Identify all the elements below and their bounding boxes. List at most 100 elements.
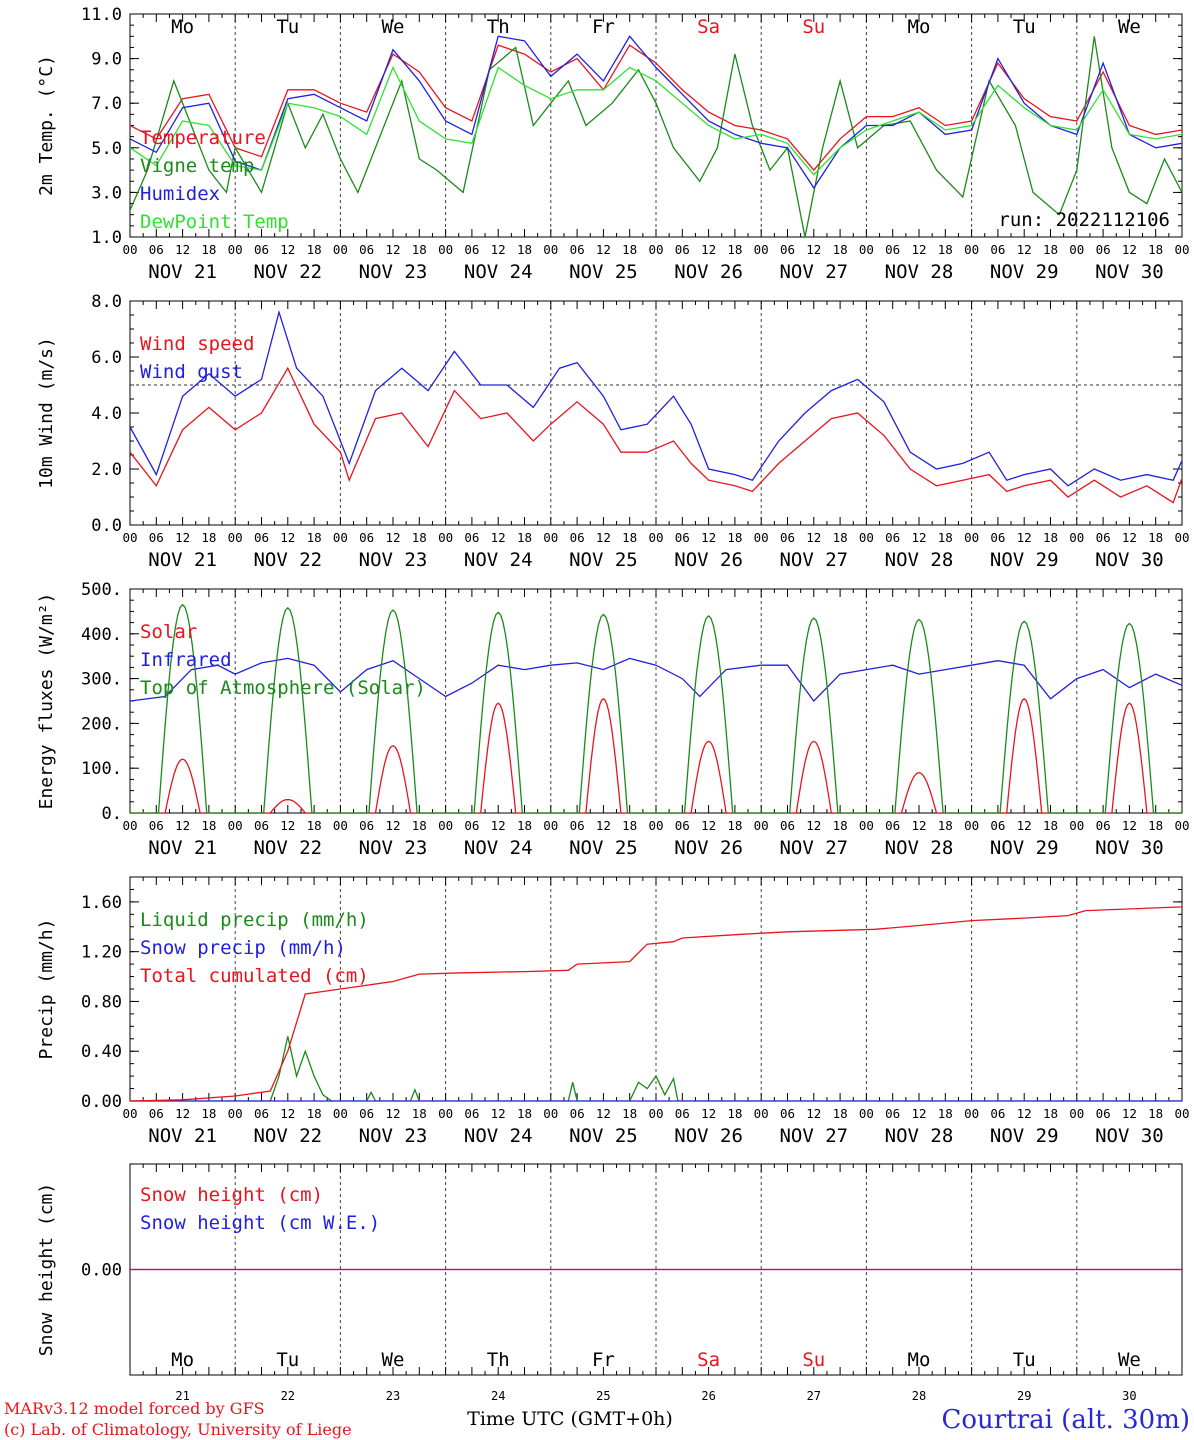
hour-tick-label: 12: [806, 530, 821, 545]
hour-tick-label: 00: [1174, 242, 1189, 257]
series-line-liquid-precip-mm-h-: [130, 1036, 1182, 1101]
hour-tick-label: 12: [701, 530, 716, 545]
hour-tick-label: 12: [596, 1106, 611, 1121]
hour-tick-label: 18: [412, 242, 427, 257]
day-number-label: 27: [807, 1389, 821, 1403]
hour-tick-label: 00: [122, 1106, 137, 1121]
y-tick-label: 8.0: [91, 292, 122, 312]
hour-tick-label: 12: [175, 242, 190, 257]
y-axis-label: 2m Temp. (°C): [36, 55, 57, 196]
hour-tick-label: 18: [307, 530, 322, 545]
hour-tick-label: 12: [911, 242, 926, 257]
hour-tick-label: 18: [412, 530, 427, 545]
day-number-label: 21: [175, 1389, 189, 1403]
date-label: NOV 22: [253, 837, 322, 859]
date-label: NOV 25: [569, 1125, 638, 1147]
hour-tick-label: 18: [622, 242, 637, 257]
y-tick-label: 7.0: [91, 94, 122, 114]
hour-tick-label: 12: [596, 242, 611, 257]
weekday-label: Mo: [171, 1349, 194, 1371]
hour-tick-label: 18: [938, 242, 953, 257]
hour-tick-label: 06: [780, 242, 795, 257]
weekday-label: Mo: [908, 1349, 931, 1371]
day-number-label: 28: [912, 1389, 926, 1403]
hour-tick-label: 06: [149, 1106, 164, 1121]
hour-tick-label: 12: [596, 818, 611, 833]
legend-entry: Top of Atmosphere (Solar): [140, 677, 426, 699]
plot-frame: [129, 300, 1183, 526]
series-line-infrared: [130, 657, 1182, 703]
hour-tick-label: 06: [780, 1106, 795, 1121]
hour-tick-label: 06: [675, 818, 690, 833]
panel-wind: 0.0 2.0 4.0 6.0 8.0 10m Wind (m/s) 00 06 12 18 NOV…: [36, 292, 1190, 571]
y-tick-label: 0.00: [81, 1261, 122, 1281]
date-label: NOV 21: [148, 261, 217, 283]
hour-tick-label: 12: [491, 1106, 506, 1121]
hour-tick-label: 06: [359, 242, 374, 257]
hour-tick-label: 12: [280, 242, 295, 257]
hour-tick-label: 18: [1043, 242, 1058, 257]
hour-tick-label: 12: [1122, 1106, 1137, 1121]
hour-tick-label: 00: [543, 1106, 558, 1121]
date-label: NOV 23: [359, 261, 428, 283]
hour-tick-label: 00: [859, 530, 874, 545]
weekday-label: We: [382, 16, 405, 38]
hour-tick-label: 12: [701, 242, 716, 257]
date-label: NOV 23: [359, 837, 428, 859]
weekday-label: Su: [802, 1349, 825, 1371]
weekday-label: Tu: [276, 1349, 299, 1371]
hour-tick-label: 06: [359, 530, 374, 545]
hour-tick-label: 06: [464, 242, 479, 257]
hour-tick-label: 12: [1017, 818, 1032, 833]
hour-tick-label: 00: [964, 530, 979, 545]
date-label: NOV 27: [779, 837, 848, 859]
date-label: NOV 27: [779, 1125, 848, 1147]
credit-line-2: (c) Lab. of Climatology, University of L…: [4, 1420, 352, 1439]
hour-tick-label: 18: [517, 1106, 532, 1121]
weekday-label: Tu: [1013, 16, 1036, 38]
date-label: NOV 28: [885, 1125, 954, 1147]
legend-entry: Infrared: [140, 649, 232, 671]
date-label: NOV 26: [674, 837, 743, 859]
legend-entry: Snow precip (mm/h): [140, 937, 346, 959]
hour-tick-label: 18: [201, 242, 216, 257]
day-number-label: 29: [1017, 1389, 1031, 1403]
weekday-label: Mo: [908, 16, 931, 38]
y-tick-label: 100.: [81, 759, 122, 779]
hour-tick-label: 00: [648, 242, 663, 257]
weekday-label: Tu: [1013, 1349, 1036, 1371]
hour-tick-label: 00: [1174, 530, 1189, 545]
hour-tick-label: 06: [1096, 530, 1111, 545]
hour-tick-label: 18: [622, 530, 637, 545]
y-tick-label: 5.0: [91, 139, 122, 159]
hour-tick-label: 00: [333, 242, 348, 257]
hour-tick-label: 06: [675, 530, 690, 545]
day-number-label: 25: [596, 1389, 610, 1403]
hour-tick-label: 00: [1069, 1106, 1084, 1121]
hour-tick-label: 18: [938, 530, 953, 545]
hour-tick-label: 18: [201, 530, 216, 545]
location-label: Courtrai (alt. 30m): [942, 1405, 1191, 1435]
hour-tick-label: 18: [833, 1106, 848, 1121]
hour-tick-label: 12: [385, 530, 400, 545]
y-tick-label: 0.80: [81, 992, 122, 1012]
hour-tick-label: 00: [754, 530, 769, 545]
panel-temp: 1.0 3.0 5.0 7.0 9.0 11.0 2m Temp. (°C) 00 06 12 18…: [36, 5, 1190, 283]
date-label: NOV 28: [885, 261, 954, 283]
hour-tick-label: 18: [1043, 818, 1058, 833]
legend-entry: Wind gust: [140, 361, 243, 383]
date-label: NOV 21: [148, 549, 217, 571]
y-tick-label: 0.40: [81, 1042, 122, 1062]
y-axis-label: 10m Wind (m/s): [36, 337, 57, 489]
weekday-label: We: [1118, 16, 1141, 38]
weekday-label: Fr: [592, 1349, 615, 1371]
hour-tick-label: 00: [438, 530, 453, 545]
y-tick-label: 1.20: [81, 943, 122, 963]
hour-tick-label: 06: [885, 242, 900, 257]
y-tick-label: 3.0: [91, 183, 122, 203]
legend-entry: Total cumulated (cm): [140, 965, 369, 987]
hour-tick-label: 06: [570, 1106, 585, 1121]
date-label: NOV 22: [253, 1125, 322, 1147]
y-tick-label: 400.: [81, 625, 122, 645]
legend-entry: Solar: [140, 621, 197, 643]
